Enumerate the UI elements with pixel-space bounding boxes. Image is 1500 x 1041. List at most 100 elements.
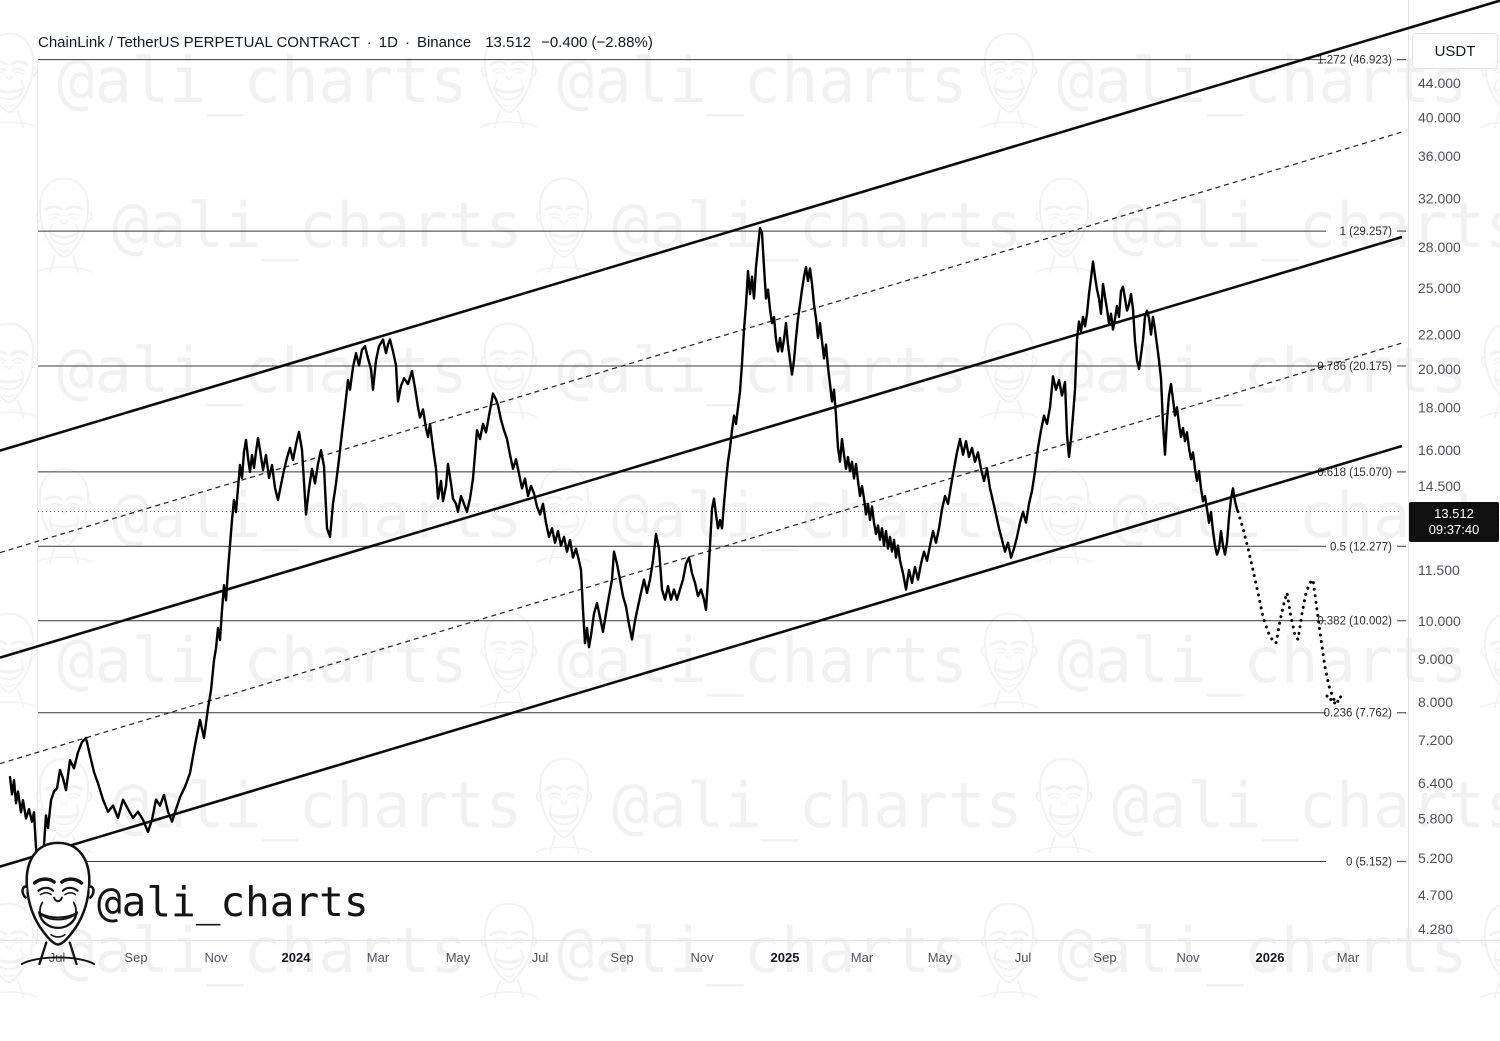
price-axis-currency-label[interactable]: USDT [1412,33,1498,69]
time-tick-label: Nov [1176,950,1200,965]
channel-line-solid[interactable] [0,444,1403,868]
price-tick-label: 4.700 [1418,887,1453,903]
fib-label: 0.618 (15.070) [1317,467,1392,479]
watermark-tile: @ali_charts [979,612,1468,708]
badge-countdown: 09:37:40 [1428,522,1480,537]
price-tick-label: 22.000 [1418,327,1461,343]
watermark-text: @ali_charts [1057,624,1468,697]
price-axis[interactable] [1408,0,1500,940]
watermark-face-icon [34,177,94,273]
time-tick-label: Sep [1093,950,1116,965]
watermark-tile: @ali_charts [979,902,1468,998]
fib-label: 0.786 (20.175) [1317,361,1392,373]
price-tick-label: 40.000 [1418,110,1461,126]
time-tick-label: May [446,950,471,965]
watermark-logo: @ali_charts [20,841,369,965]
time-axis[interactable] [0,940,1500,1041]
watermark-face-icon [979,32,1039,128]
fib-label: 0 (5.152) [1346,857,1392,869]
interval-button[interactable]: 1D [378,34,398,51]
symbol-title[interactable]: ChainLink / TetherUS PERPETUAL CONTRACT [38,34,360,51]
logo-handle-text: @ali_charts [97,878,369,926]
price-tick-label: 9.000 [1418,651,1453,667]
price-tick-label: 5.800 [1418,810,1453,826]
time-tick-label: Mar [851,950,874,965]
watermark-text: @ali_charts [612,189,1023,262]
title-separator: · [404,34,410,51]
titlebar: ChainLink / TetherUS PERPETUAL CONTRACT ·… [38,34,653,51]
price-tick-label: 44.000 [1418,75,1461,91]
watermark-tile: @ali_charts [34,467,523,563]
time-tick-label: Mar [367,950,390,965]
price-tick-label: 11.500 [1418,562,1460,578]
watermark-text: @ali_charts [57,44,468,117]
watermark-face-icon [34,467,94,563]
watermark-text: @ali_charts [557,44,968,117]
watermark-tile: @ali_charts [979,32,1468,128]
watermark-text: @ali_charts [612,479,1023,552]
watermark-text: @ali_charts [557,334,968,407]
channel-line-dashed[interactable] [0,131,1403,554]
watermark-text: @ali_charts [112,479,523,552]
time-tick-label: May [928,950,953,965]
price-tick-label: 8.000 [1418,694,1453,710]
watermark-face-icon [1034,757,1094,853]
time-tick-label: 2025 [771,950,800,965]
watermark-text: @ali_charts [112,769,523,842]
watermark-face-icon [534,177,594,273]
title-separator: · [366,34,372,51]
fib-label: 0.382 (10.002) [1317,616,1392,628]
exchange-label[interactable]: Binance [416,34,472,51]
watermark-text: @ali_charts [1057,44,1468,117]
watermark-tile: @ali_charts [534,467,1023,563]
watermark-tile: @ali_charts [0,32,468,128]
time-tick-label: Jul [1015,950,1032,965]
price-tick-label: 6.400 [1418,775,1453,791]
price-tick-label: 25.000 [1418,280,1461,296]
price-line[interactable] [8,226,1240,899]
fib-label: 0.236 (7.762) [1324,708,1393,720]
watermark-tile: @ali_charts [479,612,968,708]
time-tick-label: Mar [1337,950,1360,965]
channel-line-solid[interactable] [0,0,1500,452]
watermark-face-icon [979,612,1039,708]
watermark-face-icon [534,757,594,853]
time-tick-label: 2024 [282,950,312,965]
price-tick-label: 10.000 [1418,613,1461,629]
badge-price: 13.512 [1434,506,1474,521]
price-tick-label: 5.200 [1418,850,1453,866]
watermark-tile: @ali_charts [534,757,1023,853]
price-change: −0.400 (−2.88%) [541,34,653,51]
watermark-face-icon [0,32,39,128]
watermark-tile: @ali_charts [34,177,523,273]
time-tick-label: Nov [690,950,714,965]
watermark-tile: @ali_charts [479,902,968,998]
watermark-text: @ali_charts [1057,914,1468,987]
watermark-text: @ali_charts [557,624,968,697]
price-tick-label: 28.000 [1418,239,1461,255]
watermark-face-icon [479,612,539,708]
price-tick-label: 20.000 [1418,361,1461,377]
watermark-tile: @ali_charts [0,902,468,998]
time-tick-label: 2026 [1256,950,1285,965]
price-tick-label: 32.000 [1418,191,1461,207]
watermark-text: @ali_charts [557,914,968,987]
fib-label: 1 (29.257) [1340,226,1393,238]
watermark-tile: @ali_charts [1034,177,1500,273]
projection-arrow [1325,691,1345,707]
watermark-tile: @ali_charts [34,757,523,853]
price-tick-label: 4.280 [1418,921,1453,937]
watermark-text: @ali_charts [1112,769,1500,842]
watermark-text: @ali_charts [57,914,468,987]
channel-line-solid[interactable] [0,235,1403,659]
fib-label: 1.272 (46.923) [1317,55,1392,67]
time-tick-label: Jul [532,950,549,965]
watermark-text: @ali_charts [612,769,1023,842]
watermark-text: @ali_charts [57,334,468,407]
watermark-text: @ali_charts [1057,334,1468,407]
time-tick-label: Sep [124,950,147,965]
price-tick-label: 14.500 [1418,478,1461,494]
time-tick-label: Sep [610,950,633,965]
